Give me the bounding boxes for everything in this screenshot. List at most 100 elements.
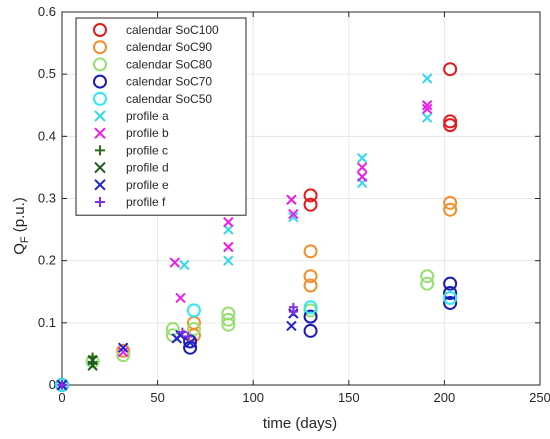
- point-calendar-soc100: [443, 62, 458, 77]
- axes-box: [61, 11, 541, 386]
- point-calendar-soc80: [420, 269, 435, 284]
- legend: calendar SoC100 calendar SoC90 calendar So…: [75, 17, 247, 216]
- point-calendar-soc100: [443, 114, 458, 129]
- legend-label-calendar-soc80: calendar SoC80: [126, 57, 212, 71]
- point-calendar-soc70: [443, 276, 458, 291]
- point-calendar-soc80: [221, 317, 236, 332]
- point-calendar-soc100: [303, 188, 318, 203]
- legend-marker-calendar-soc80: [93, 57, 107, 72]
- x-tick-label: 250: [529, 390, 550, 405]
- y-tick-label: 0.1: [38, 315, 56, 330]
- point-profile-f: [57, 380, 67, 390]
- point-profile-f: [288, 307, 298, 317]
- point-profile-b: [169, 257, 181, 268]
- point-calendar-soc70: [183, 334, 198, 349]
- point-profile-b: [356, 162, 368, 173]
- y-tick-label: 0.6: [38, 4, 56, 19]
- point-profile-a: [356, 152, 368, 164]
- point-profile-a: [223, 255, 234, 266]
- point-profile-d: [87, 360, 98, 371]
- legend-label-profile-d: profile d: [126, 161, 169, 175]
- point-profile-b: [175, 292, 186, 304]
- x-tick-label: 50: [150, 390, 164, 405]
- y-axis-label-suffix: (p.u.): [11, 197, 28, 236]
- point-calendar-soc50: [186, 303, 201, 318]
- legend-label-profile-e: profile e: [126, 178, 169, 192]
- legend-label-calendar-soc50: calendar SoC50: [126, 92, 212, 106]
- point-calendar-soc50: [55, 378, 69, 392]
- legend-marker-calendar-soc70: [93, 74, 107, 89]
- point-calendar-soc70: [443, 295, 458, 310]
- point-profile-a: [223, 224, 234, 235]
- point-calendar-soc100: [303, 197, 318, 212]
- point-profile-b: [421, 103, 433, 115]
- y-tick-label: 0.2: [38, 253, 56, 268]
- y-tick-label: 0.3: [38, 191, 56, 206]
- legend-marker-profile-e: [94, 179, 106, 191]
- point-calendar-soc80: [186, 322, 201, 337]
- point-calendar-soc90: [303, 269, 318, 284]
- point-profile-a: [421, 112, 433, 123]
- legend-label-profile-b: profile b: [126, 126, 169, 140]
- point-profile-f: [183, 332, 193, 342]
- point-profile-b: [288, 208, 299, 220]
- point-calendar-soc100: [443, 118, 458, 133]
- point-calendar-soc50: [443, 290, 458, 305]
- x-axis-label: time (days): [263, 415, 337, 432]
- legend-label-profile-f: profile f: [126, 195, 166, 209]
- legend-marker-calendar-soc50: [93, 91, 107, 106]
- legend-label-calendar-soc90: calendar SoC90: [126, 40, 212, 54]
- legend-marker-profile-d: [94, 161, 106, 174]
- point-calendar-soc50: [303, 300, 318, 315]
- point-profile-b: [286, 194, 297, 205]
- legend-marker-profile-c: [95, 145, 105, 156]
- y-tick-label: 0: [49, 377, 56, 392]
- point-calendar-soc90: [443, 202, 458, 217]
- point-profile-e: [184, 337, 196, 348]
- point-profile-a: [288, 211, 299, 223]
- y-axis-label: QF (p.u.): [11, 197, 31, 255]
- y-axis-label-main: Q: [11, 243, 28, 255]
- point-profile-a: [421, 73, 433, 84]
- point-calendar-soc80: [221, 312, 236, 327]
- legend-label-profile-a: profile a: [126, 109, 169, 123]
- point-profile-e: [117, 342, 129, 353]
- point-profile-b: [223, 241, 234, 253]
- legend-marker-profile-b: [94, 127, 106, 139]
- point-profile-a: [179, 259, 190, 271]
- legend-marker-calendar-soc100: [93, 23, 107, 37]
- point-calendar-soc70: [303, 323, 318, 338]
- x-tick-label: 100: [242, 390, 264, 405]
- point-profile-f: [177, 327, 187, 337]
- x-tick-label: 200: [434, 390, 456, 405]
- x-tick-label: 0: [58, 390, 65, 405]
- legend-box: [75, 17, 247, 216]
- legend-marker-profile-a: [94, 110, 106, 122]
- legend-label-calendar-soc70: calendar SoC70: [126, 75, 212, 89]
- data-marks: [55, 62, 458, 392]
- point-calendar-soc70: [443, 285, 458, 300]
- legend-marker-calendar-soc90: [93, 40, 107, 55]
- point-calendar-soc70: [303, 309, 318, 324]
- point-profile-b: [421, 100, 433, 111]
- y-tick-label: 0.5: [38, 66, 56, 81]
- point-profile-b: [117, 346, 129, 358]
- point-calendar-soc90: [116, 343, 131, 358]
- y-tick-label: 0.4: [38, 128, 56, 143]
- point-calendar-soc80: [420, 276, 435, 291]
- point-calendar-soc90: [303, 244, 318, 259]
- point-profile-e: [286, 320, 297, 332]
- legend-marker-profile-f: [95, 197, 105, 207]
- point-profile-b: [223, 216, 234, 228]
- legend-label-calendar-soc100: calendar SoC100: [126, 23, 219, 37]
- axes: 0 50 100 150 200 250 0 0.1 0.2 0.3 0.4 0.5 0.6: [38, 4, 550, 405]
- x-tick-label: 150: [338, 390, 360, 405]
- point-profile-b: [356, 171, 368, 182]
- point-calendar-soc80: [116, 348, 131, 363]
- point-calendar-soc90: [443, 195, 458, 210]
- legend-label-profile-c: profile c: [126, 143, 168, 157]
- point-calendar-soc90: [303, 278, 318, 293]
- y-axis-label-sub: F: [19, 236, 31, 243]
